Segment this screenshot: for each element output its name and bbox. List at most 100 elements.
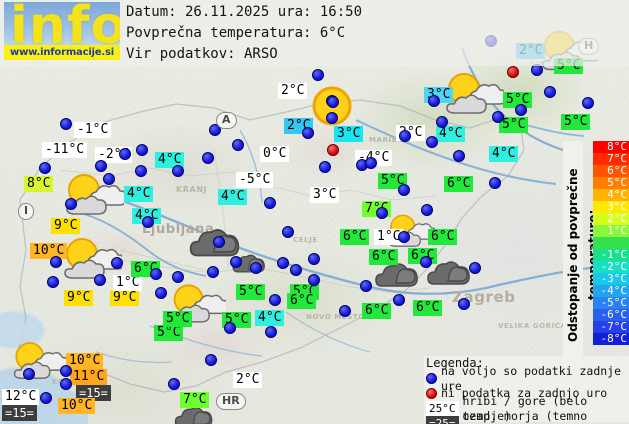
temperature-label: 3°C (310, 187, 340, 203)
station-dot[interactable] (453, 150, 465, 162)
legend-row-text: temp. morja (temno ozadje) (462, 408, 588, 424)
temperature-label: -5°C (236, 172, 274, 188)
station-dot[interactable] (421, 204, 433, 216)
station-dot[interactable] (290, 264, 302, 276)
station-dot[interactable] (302, 127, 314, 139)
station-dot[interactable] (265, 326, 277, 338)
station-dot[interactable] (360, 280, 372, 292)
station-dot[interactable] (142, 216, 154, 228)
station-dot[interactable] (489, 177, 501, 189)
station-dot[interactable] (224, 322, 236, 334)
station-dot[interactable] (436, 116, 448, 128)
station-dot[interactable] (213, 236, 225, 248)
station-dot[interactable] (60, 378, 72, 390)
station-dot[interactable] (426, 136, 438, 148)
temperature-label: 0°C (260, 146, 290, 162)
temperature-label: 5°C (499, 117, 529, 133)
station-dot[interactable] (339, 305, 351, 317)
mountain-temp-chip-sample: 25°C (426, 401, 459, 416)
station-dot[interactable] (326, 112, 338, 124)
station-dot[interactable] (47, 276, 59, 288)
city-label: CELJE (293, 236, 318, 244)
station-dot[interactable] (150, 268, 162, 280)
station-dot[interactable] (250, 262, 262, 274)
color-scale-step: -2°C (593, 261, 629, 273)
temperature-label: 4°C (218, 189, 248, 205)
color-scale-step: 5°C (593, 177, 629, 189)
station-dot[interactable] (393, 294, 405, 306)
station-dot[interactable] (111, 257, 123, 269)
station-dot[interactable] (119, 148, 131, 160)
station-dot-no-data[interactable] (507, 66, 519, 78)
station-dot[interactable] (469, 262, 481, 274)
station-dot[interactable] (95, 160, 107, 172)
station-dot[interactable] (428, 95, 440, 107)
city-label: Ljubljana (142, 222, 215, 237)
header-line-source: Vir podatkov: ARSO (126, 46, 278, 62)
legend-row: ni podatka za zadnjo uro (424, 386, 629, 401)
station-dot[interactable] (264, 197, 276, 209)
temperature-label: 4°C (155, 152, 185, 168)
station-dot[interactable] (65, 198, 77, 210)
station-dot[interactable] (308, 274, 320, 286)
station-dot[interactable] (319, 161, 331, 173)
station-dot[interactable] (282, 226, 294, 238)
color-scale-step: 8°C (593, 141, 629, 153)
temperature-color-scale: Odstopanje od povprečne temperature: 8°C… (563, 141, 629, 369)
station-dot[interactable] (135, 165, 147, 177)
temperature-label: 2°C (278, 83, 308, 99)
station-dot[interactable] (230, 256, 242, 268)
station-dot-no-data[interactable] (327, 144, 339, 156)
temperature-label: 5°C (236, 284, 266, 300)
station-dot[interactable] (155, 287, 167, 299)
station-dot[interactable] (398, 231, 410, 243)
station-dot[interactable] (50, 256, 62, 268)
station-dot[interactable] (168, 378, 180, 390)
legend-rows: na voljo so podatki zadnje ure ni podatka… (424, 364, 629, 424)
header-line-date: Datum: 26.11.2025 ura: 16:50 (126, 4, 363, 20)
station-dot[interactable] (232, 139, 244, 151)
site-logo[interactable]: info www.informacije.si (4, 2, 120, 60)
station-dot[interactable] (60, 365, 72, 377)
station-dot[interactable] (172, 271, 184, 283)
city-label: KRANJ (176, 185, 208, 194)
station-dot[interactable] (312, 69, 324, 81)
station-dot[interactable] (515, 104, 527, 116)
weather-icon-sun-cloud (10, 340, 66, 384)
station-dot[interactable] (202, 152, 214, 164)
station-dot[interactable] (172, 165, 184, 177)
station-dot[interactable] (398, 184, 410, 196)
station-dot[interactable] (40, 392, 52, 404)
color-scale-step: -7°C (593, 321, 629, 333)
station-dot[interactable] (327, 96, 339, 108)
temperature-label: 6°C (444, 176, 474, 192)
station-dot[interactable] (60, 118, 72, 130)
station-dot[interactable] (209, 124, 221, 136)
station-dot[interactable] (39, 162, 51, 174)
station-dot[interactable] (205, 354, 217, 366)
station-dot[interactable] (269, 294, 281, 306)
station-dot[interactable] (365, 157, 377, 169)
station-dot[interactable] (94, 274, 106, 286)
station-dot[interactable] (376, 207, 388, 219)
station-dot[interactable] (399, 130, 411, 142)
color-scale-step: -8°C (593, 333, 629, 345)
station-dot[interactable] (582, 97, 594, 109)
temperature-label: 4°C (489, 146, 519, 162)
color-scale-step: -4°C (593, 285, 629, 297)
temperature-label: 12°C (2, 389, 40, 405)
color-scale-step: -1°C (593, 249, 629, 261)
station-dot[interactable] (492, 111, 504, 123)
station-dot[interactable] (308, 253, 320, 265)
temperature-label: 2°C (233, 372, 263, 388)
station-dot[interactable] (277, 257, 289, 269)
station-dot[interactable] (23, 368, 35, 380)
station-dot[interactable] (420, 256, 432, 268)
station-dot[interactable] (458, 298, 470, 310)
temperature-label: 3°C (334, 126, 364, 142)
station-dot[interactable] (544, 86, 556, 98)
station-dot[interactable] (103, 173, 115, 185)
station-dot[interactable] (136, 144, 148, 156)
temperature-label: =15= (76, 385, 111, 401)
station-dot[interactable] (207, 266, 219, 278)
